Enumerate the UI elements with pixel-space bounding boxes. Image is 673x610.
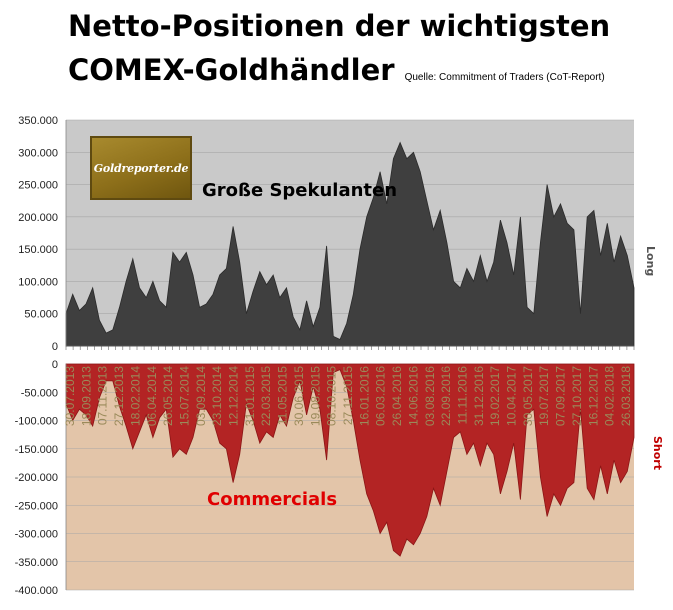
x-tick-label: 22.09.2016 [439,366,453,426]
x-tick-label: 07.11.2013 [96,366,110,425]
x-tick-label: 16.01.2016 [357,366,371,426]
x-tick-label: 06.04.2014 [145,366,159,426]
commercials-y-tick-label: -300.000 [15,529,58,541]
goldreporter-logo: Goldreporter.de [90,136,192,200]
x-tick-label: 19.07.2017 [537,366,551,426]
x-tick-label: 10.04.2017 [505,366,519,426]
side-label-short: Short [651,436,664,470]
side-label-long: Long [644,246,657,277]
x-tick-label: 26.03.2018 [619,366,633,426]
x-tick-label: 14.06.2016 [406,366,420,426]
x-tick-label: 16.12.2017 [586,366,600,426]
spekulanten-y-tick-label: 300.000 [18,147,58,159]
x-tick-label: 15.07.2014 [178,366,192,426]
x-tick-label: 30.05.2017 [521,366,535,426]
commercials-y-tick-label: 0 [52,359,58,371]
commercials-y-tick-label: -350.000 [15,557,58,569]
spekulanten-y-tick-label: 0 [52,341,58,353]
title-line-1: Netto-Positionen der wichtigsten [68,9,611,43]
x-tick-label: 26.05.2014 [161,366,175,426]
x-tick-label: 30.07.2013 [63,366,77,426]
commercials-y-tick-label: -400.000 [15,585,58,597]
series-label-commercials: Commercials [207,489,338,510]
x-tick-label: 31.12.2016 [472,366,486,426]
x-tick-label: 27.11.2015 [341,366,355,425]
x-tick-label: 03.09.2014 [194,366,208,426]
spekulanten-y-tick-label: 350.000 [18,115,58,127]
spekulanten-y-tick-label: 250.000 [18,180,58,192]
x-tick-label: 22.03.2015 [259,366,273,426]
x-tick-label: 12.12.2014 [227,366,241,426]
series-label-spekulanten: Große Spekulanten [202,180,398,201]
spekulanten-y-tick-label: 200.000 [18,212,58,224]
commercials-y-tick-label: -250.000 [15,500,58,512]
source-note: Quelle: Commitment of Traders (CoT-Repor… [404,72,605,83]
x-tick-label: 11.05.2015 [276,366,290,425]
title-line-2-text: COMEX-Goldhändler [68,53,395,87]
commercials-y-tick-label: -50.000 [21,387,58,399]
x-tick-label: 19.02.2017 [488,366,502,426]
commercials-y-tick-label: -200.000 [15,472,58,484]
x-tick-label: 08.10.2015 [325,366,339,426]
x-tick-label: 27.12.2013 [112,366,126,426]
x-tick-label: 06.03.2016 [374,366,388,426]
spekulanten-area [65,141,635,347]
x-tick-label: 18.02.2014 [128,366,142,426]
title-line-2: COMEX-Goldhändler Quelle: Commitment of T… [68,48,610,100]
x-tick-label: 26.04.2016 [390,366,404,426]
spekulanten-y-tick-label: 150.000 [18,244,58,256]
commercials-y-tick-label: -150.000 [15,444,58,456]
chart-title: Netto-Positionen der wichtigsten COMEX-G… [68,4,610,100]
x-tick-label: 07.09.2017 [554,366,568,426]
x-tick-label: 11.11.2016 [456,366,470,425]
spekulanten-y-tick-label: 100.000 [18,276,58,288]
x-tick-label: 19.08.2015 [308,366,322,426]
x-tick-label: 31.01.2015 [243,366,257,426]
x-tick-label: 27.10.2017 [570,366,584,426]
commercials-area [65,363,635,557]
x-tick-label: 23.10.2014 [210,366,224,426]
x-tick-label: 30.06.2015 [292,366,306,426]
x-tick-label: 03.08.2016 [423,366,437,426]
x-tick-label: 04.02.2018 [603,366,617,426]
spekulanten-y-tick-label: 50.000 [24,309,58,321]
x-tick-label: 18.09.2013 [79,366,93,426]
commercials-y-tick-label: -100.000 [15,416,58,428]
